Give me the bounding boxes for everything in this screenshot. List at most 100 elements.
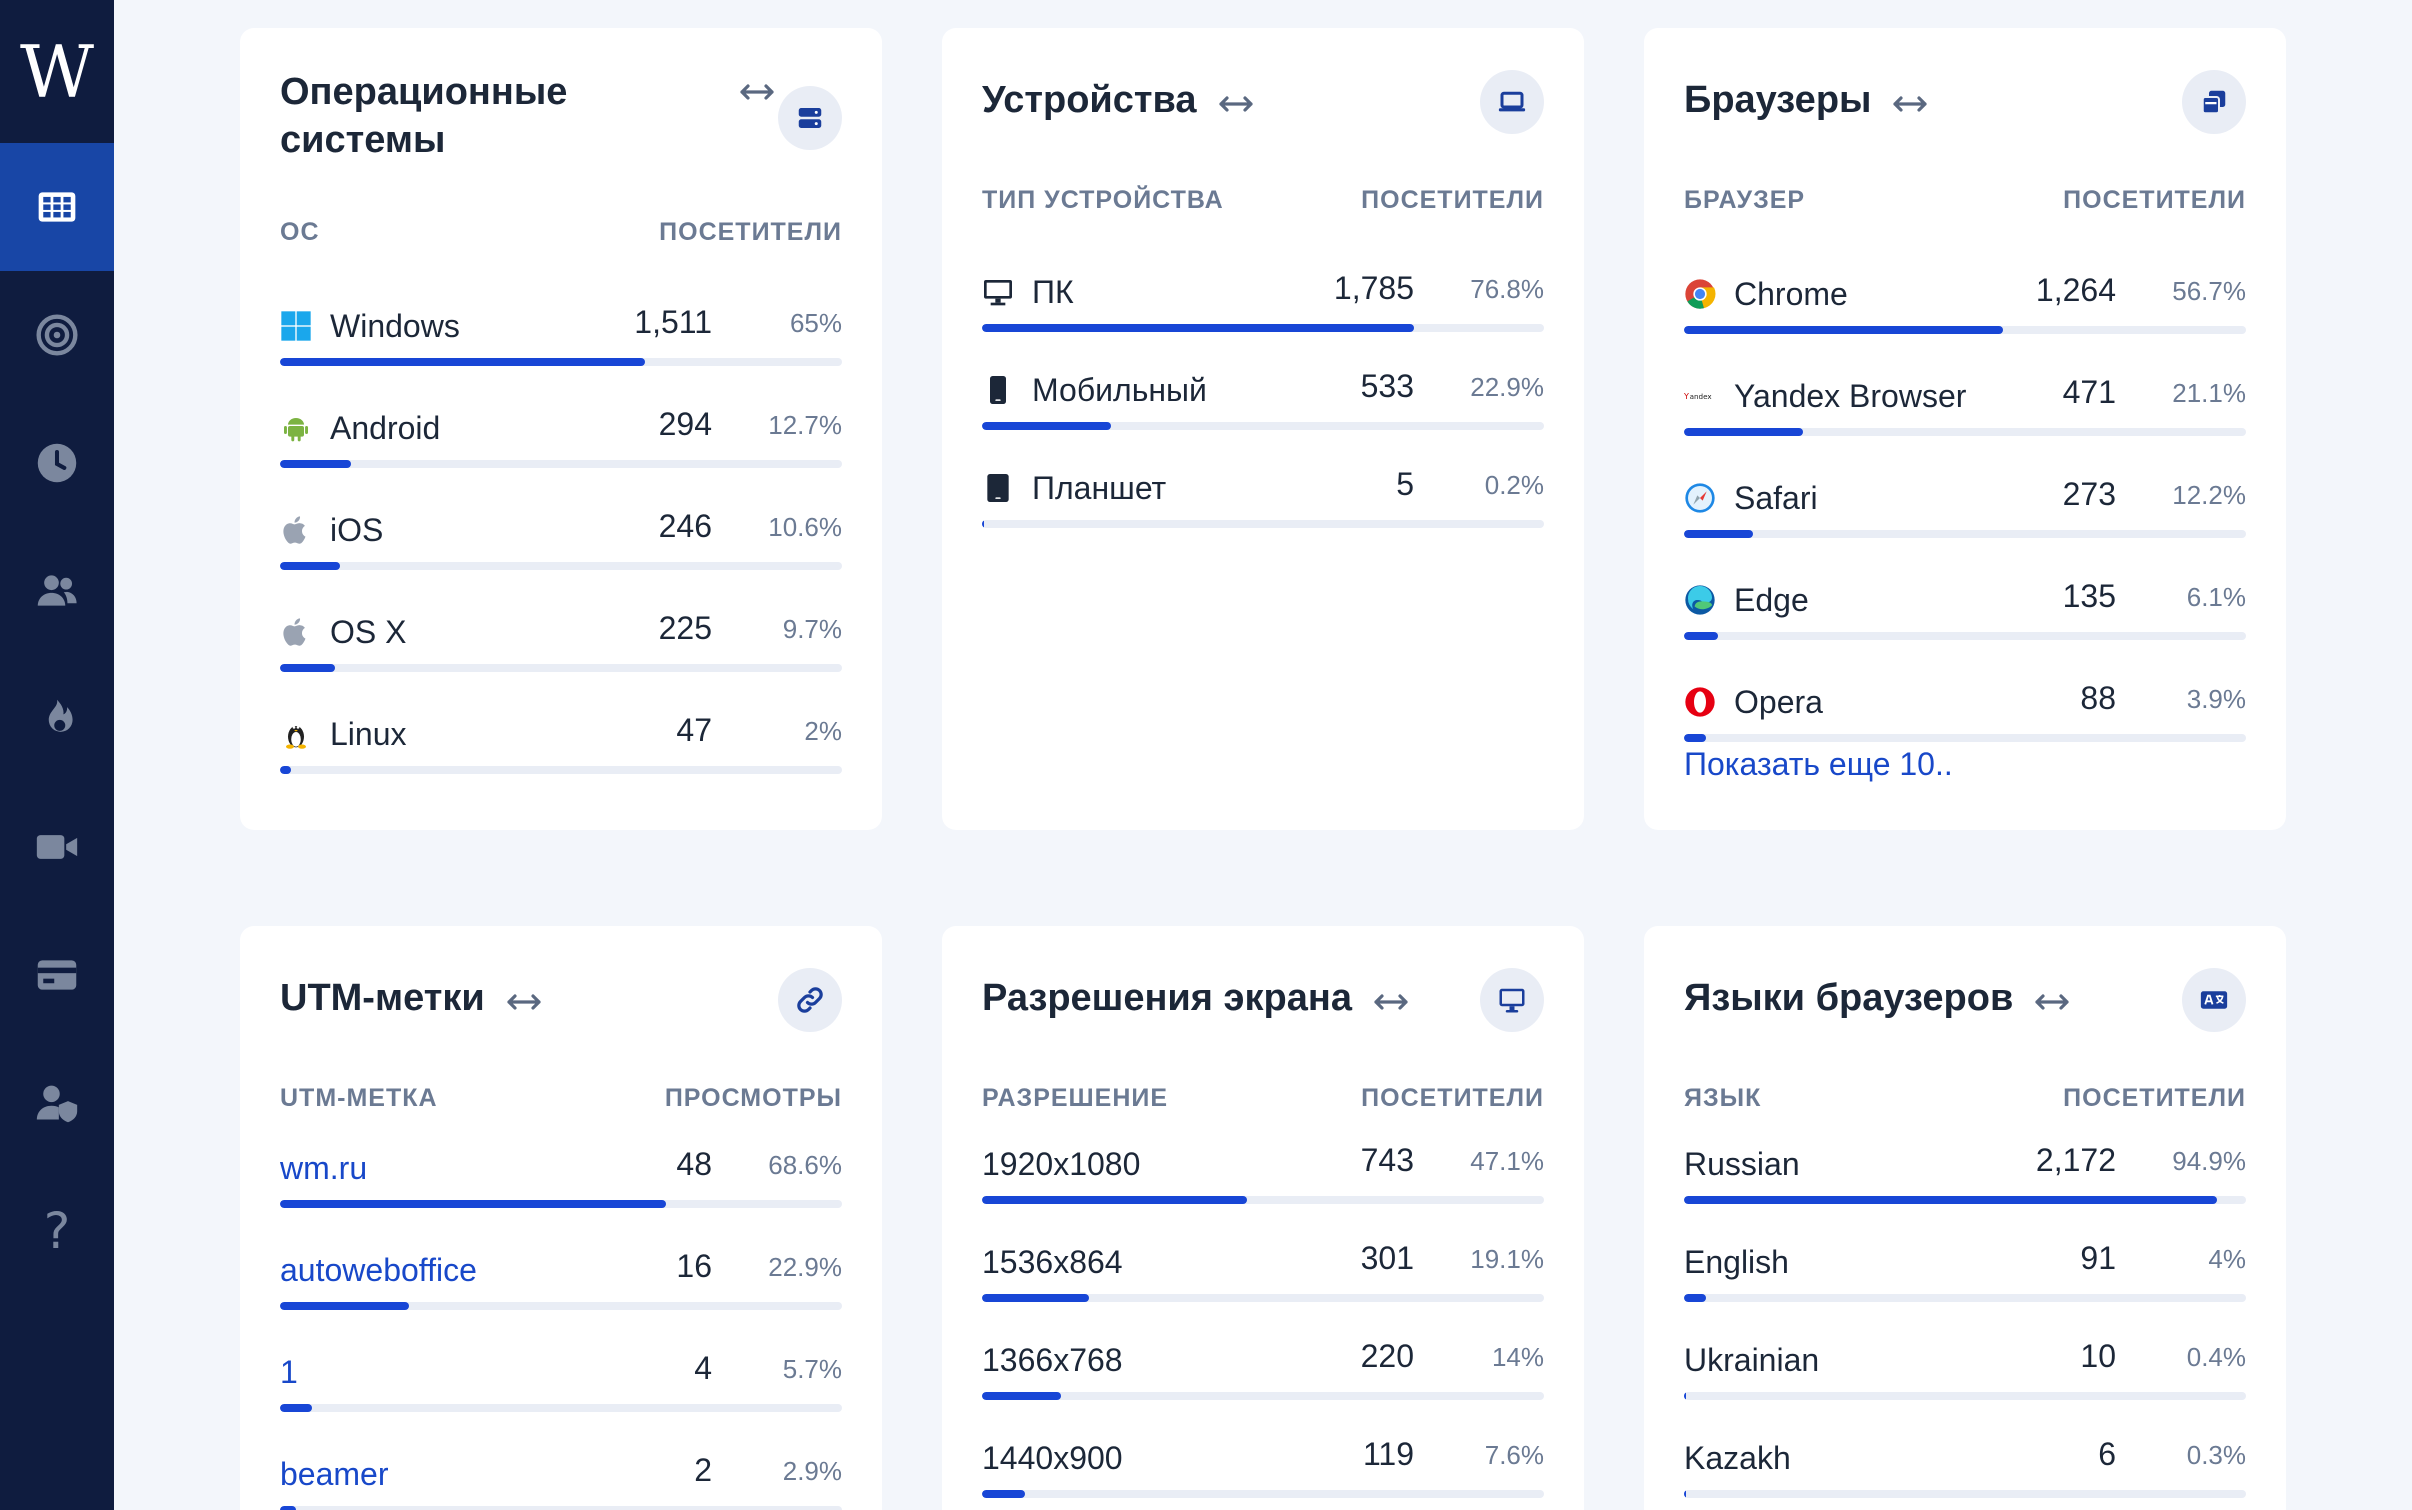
list-item[interactable]: 1366x768 220 14%	[982, 1338, 1544, 1414]
laptop-icon	[1498, 91, 1526, 112]
row-count: 1,511	[634, 304, 712, 340]
card-utm: UTM-метки UTM-МЕТКА ПРОСМОТРЫ wm.ru 48 68.…	[240, 926, 882, 1510]
list-item[interactable]: Edge 135 6.1%	[1684, 578, 2246, 654]
card-devices: Устройства ТИП УСТРОЙСТВА ПОСЕТИТЕЛИ ПК 1…	[942, 28, 1584, 830]
list-item[interactable]: Opera 88 3.9%	[1684, 680, 2246, 756]
row-percent: 94.9%	[2172, 1146, 2246, 1176]
chrome-icon	[1684, 278, 1716, 310]
nav-history[interactable]	[0, 399, 114, 527]
expand-icon[interactable]	[1893, 78, 1928, 126]
monitor-icon	[1499, 988, 1525, 1013]
link-icon-button[interactable]	[778, 968, 842, 1032]
language-icon	[2200, 991, 2228, 1009]
link-icon	[797, 987, 823, 1013]
list-item[interactable]: beamer 2 2.9%	[280, 1452, 842, 1510]
expand-icon[interactable]	[507, 976, 541, 1024]
row-percent: 10.6%	[768, 512, 842, 542]
card-title-text: Браузеры	[1684, 79, 1872, 121]
row-label: ПК	[1032, 274, 1074, 310]
row-label: English	[1684, 1244, 1789, 1280]
tablet-icon	[982, 472, 1014, 504]
expand-icon[interactable]	[1218, 78, 1253, 126]
row-count: 2	[694, 1452, 712, 1488]
progress-fill	[280, 766, 292, 774]
list-item[interactable]: autoweboffice 16 22.9%	[280, 1248, 842, 1324]
server-icon-button[interactable]	[778, 86, 842, 150]
card-title: Браузеры	[1684, 76, 1928, 126]
nav-account[interactable]	[0, 1039, 114, 1167]
card-os: Операционные системы ОС ПОСЕТИТЕЛИ Windo…	[240, 28, 882, 830]
progress-track	[1684, 1490, 2246, 1498]
show-more-link[interactable]: Показать еще 10..	[1684, 746, 1953, 782]
nav-heatmap[interactable]	[0, 655, 114, 783]
card-title-text: Устройства	[982, 79, 1197, 121]
row-count: 225	[658, 610, 712, 646]
row-percent: 4%	[2208, 1244, 2246, 1274]
list-item[interactable]: iOS 246 10.6%	[280, 508, 842, 584]
laptop-icon-button[interactable]	[1480, 70, 1544, 134]
list-item[interactable]: Safari 273 12.2%	[1684, 476, 2246, 552]
nav-visitors[interactable]	[0, 527, 114, 655]
row-count: 5	[1396, 466, 1414, 502]
video-icon	[36, 835, 78, 859]
progress-track	[280, 1404, 842, 1412]
nav-billing[interactable]	[0, 911, 114, 1039]
row-percent: 56.7%	[2172, 276, 2246, 306]
card-title: Разрешения экрана	[982, 974, 1408, 1024]
nav-help[interactable]: ?	[0, 1167, 114, 1295]
list-item[interactable]: Мобильный 533 22.9%	[982, 368, 1544, 444]
nav-recordings[interactable]	[0, 783, 114, 911]
list-item[interactable]: Ukrainian 10 0.4%	[1684, 1338, 2246, 1414]
progress-fill	[1684, 1294, 1707, 1302]
progress-fill	[280, 1404, 313, 1412]
list-item[interactable]: Windows 1,511 65%	[280, 304, 842, 380]
monitor-icon-button[interactable]	[1480, 968, 1544, 1032]
list-item[interactable]: Russian 2,172 94.9%	[1684, 1142, 2246, 1218]
list-item[interactable]: 1920x1080 743 47.1%	[982, 1142, 1544, 1218]
app-logo[interactable]: W	[19, 29, 94, 114]
list-item[interactable]: Планшет 5 0.2%	[982, 466, 1544, 542]
list-item[interactable]: 1536x864 301 19.1%	[982, 1240, 1544, 1316]
row-label[interactable]: autoweboffice	[280, 1252, 477, 1288]
row-count: 10	[2080, 1338, 2116, 1374]
list-item[interactable]: Android 294 12.7%	[280, 406, 842, 482]
list-item[interactable]: 1440x900 119 7.6%	[982, 1436, 1544, 1510]
row-label: Chrome	[1734, 276, 1848, 312]
progress-fill	[280, 358, 646, 366]
row-count: 2,172	[2035, 1142, 2116, 1178]
expand-icon[interactable]	[1374, 976, 1408, 1024]
list-item[interactable]: OS X 225 9.7%	[280, 610, 842, 686]
list-item[interactable]: ПК 1,785 76.8%	[982, 270, 1544, 346]
row-label[interactable]: beamer	[280, 1456, 389, 1492]
progress-fill	[1684, 1392, 1687, 1400]
progress-track	[1684, 428, 2246, 436]
list-item[interactable]: Linux 47 2%	[280, 712, 842, 788]
column-header-utm: UTM-МЕТКА	[280, 1084, 438, 1112]
list-item[interactable]: English 91 4%	[1684, 1240, 2246, 1316]
column-header-visitors: ПОСЕТИТЕЛИ	[2063, 1084, 2246, 1112]
row-label[interactable]: wm.ru	[280, 1150, 368, 1186]
row-label[interactable]: 1	[280, 1354, 298, 1390]
help-icon: ?	[43, 1202, 71, 1260]
progress-track	[280, 1506, 842, 1510]
row-label: Yandex Browser	[1734, 378, 1967, 414]
language-icon-button[interactable]	[2182, 968, 2246, 1032]
column-header-visitors: ПОСЕТИТЕЛИ	[659, 218, 842, 246]
nav-dashboard[interactable]	[0, 143, 114, 271]
expand-icon[interactable]	[2035, 976, 2069, 1024]
list-item[interactable]: Chrome 1,264 56.7%	[1684, 272, 2246, 348]
row-percent: 22.9%	[1470, 372, 1544, 402]
row-label: iOS	[330, 512, 384, 548]
list-item[interactable]: Kazakh 6 0.3%	[1684, 1436, 2246, 1510]
progress-fill	[280, 1506, 297, 1510]
row-percent: 22.9%	[768, 1252, 842, 1282]
card-browsers: Браузеры БРАУЗЕР ПОСЕТИТЕЛИ Chrome 1,264 5…	[1644, 28, 2286, 830]
expand-icon[interactable]	[740, 82, 774, 107]
row-count: 471	[2062, 374, 2116, 410]
windows-stack-icon-button[interactable]	[2182, 70, 2246, 134]
nav-goals[interactable]	[0, 271, 114, 399]
list-item[interactable]: 1 4 5.7%	[280, 1350, 842, 1426]
progress-fill	[280, 664, 335, 672]
list-item[interactable]: wm.ru 48 68.6%	[280, 1146, 842, 1222]
